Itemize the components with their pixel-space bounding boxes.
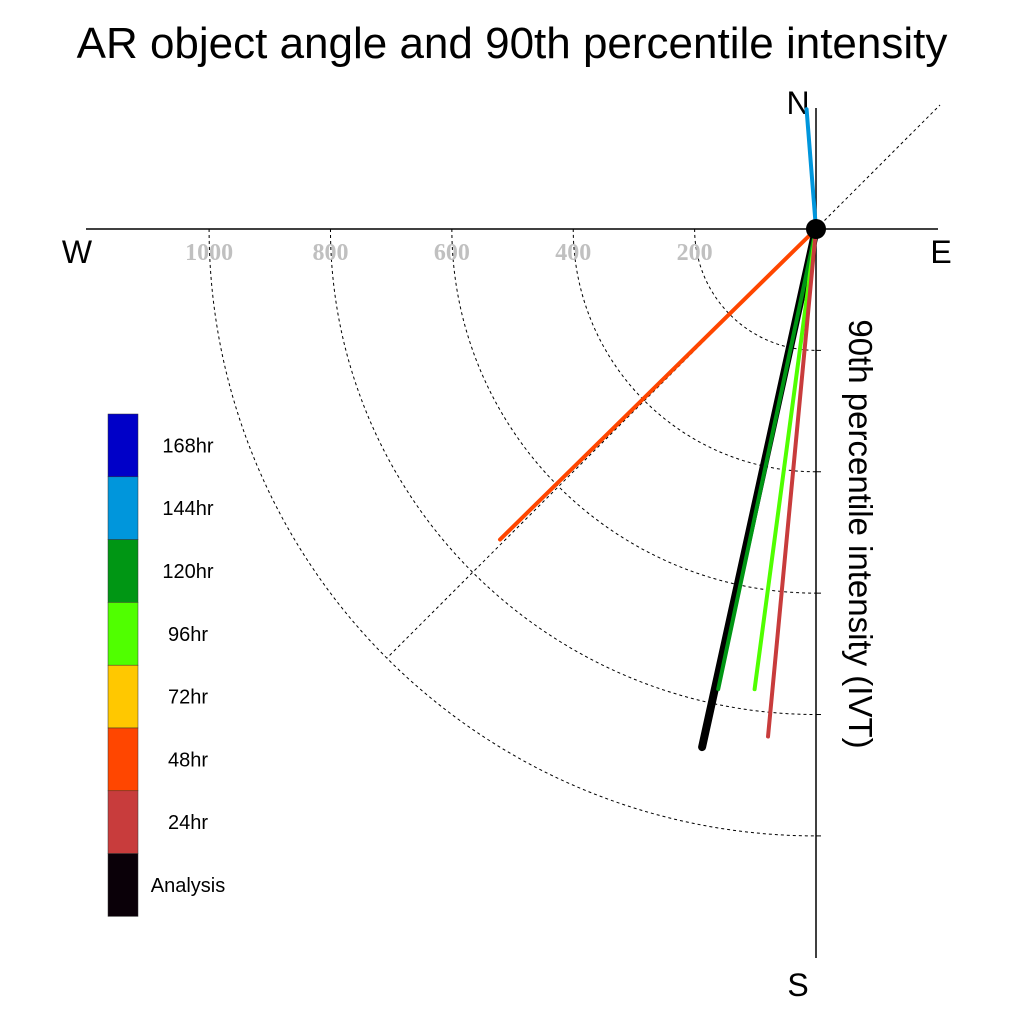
legend-swatch (107, 539, 139, 603)
origin-dot (806, 219, 826, 239)
legend: 168hr 144hr 120hr 96hr 72hr 48hr 24hr Analysis (107, 413, 225, 917)
north-label: N (786, 85, 809, 121)
grid-layer (208, 228, 821, 837)
radial-tick-label: 400 (555, 240, 591, 266)
legend-swatch (107, 790, 139, 854)
diagonal-guide (815, 104, 941, 230)
legend-swatch (107, 853, 139, 917)
radial-tick-label: 800 (312, 240, 348, 266)
vector-144hr (804, 107, 818, 231)
legend-label: 24hr (168, 812, 208, 834)
south-label: S (787, 967, 808, 1003)
legend-swatch (107, 602, 139, 666)
legend-swatch (107, 413, 139, 478)
legend-label: 144hr (162, 498, 213, 520)
legend-label: 96hr (168, 624, 208, 646)
radial-tick-label: 1000 (185, 240, 233, 266)
legend-label: 168hr (162, 435, 213, 457)
legend-label: 72hr (168, 687, 208, 709)
legend-label: 120hr (162, 561, 213, 583)
legend-swatch (107, 476, 139, 540)
chart-title: AR object angle and 90th percentile inte… (77, 19, 948, 68)
vector-96hr (752, 227, 818, 692)
grid-arc (329, 228, 817, 716)
radial-tick-label: 600 (434, 240, 470, 266)
legend-swatch (107, 727, 139, 792)
legend-swatch (107, 664, 139, 729)
west-label: W (62, 234, 93, 270)
vector-series (498, 107, 820, 752)
legend-label: Analysis (151, 875, 225, 897)
grid-arc (451, 228, 817, 594)
diagonal-guide-sw (386, 228, 817, 659)
y-axis-label: 90th percentile intensity (IVT) (842, 319, 879, 748)
vector-24hr (766, 227, 818, 739)
vector-48hr (498, 227, 818, 542)
vector-120hr (716, 227, 818, 692)
east-label: E (930, 234, 951, 270)
legend-label: 48hr (168, 749, 208, 771)
radial-tick-label: 200 (677, 240, 713, 266)
radial-tick-labels: 200 400 600 800 1000 (185, 240, 713, 266)
